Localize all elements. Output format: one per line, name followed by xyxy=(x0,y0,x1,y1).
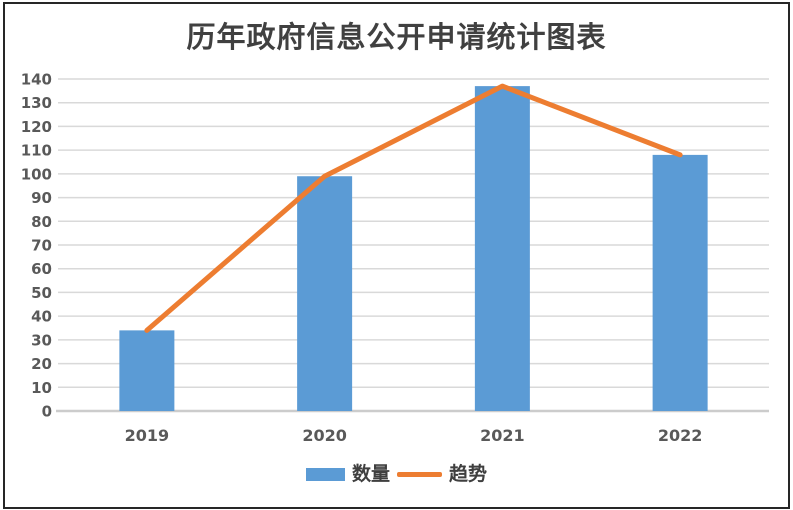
x-tick-label-2020: 2020 xyxy=(302,426,347,445)
y-tick-label-100: 100 xyxy=(21,165,52,183)
x-tick-label-2022: 2022 xyxy=(658,426,703,445)
y-tick-label-130: 130 xyxy=(21,94,52,112)
legend-item-line-series: 趋势 xyxy=(397,464,487,484)
y-tick-label-10: 10 xyxy=(31,379,52,397)
x-tick-label-2021: 2021 xyxy=(480,426,525,445)
chart-legend: 数量 趋势 xyxy=(0,464,793,484)
y-tick-label-20: 20 xyxy=(31,355,52,373)
legend-item-bar-series: 数量 xyxy=(305,464,390,485)
trend-line xyxy=(144,83,683,333)
y-tick-label-60: 60 xyxy=(31,260,52,278)
y-tick-label-110: 110 xyxy=(21,142,52,160)
legend-label-line: 趋势 xyxy=(449,464,488,485)
y-tick-label-120: 120 xyxy=(21,118,52,136)
bar-series-swatch-icon xyxy=(305,467,345,481)
y-tick-label-50: 50 xyxy=(31,284,52,302)
x-tick-label-2019: 2019 xyxy=(125,426,170,445)
legend-label-bar: 数量 xyxy=(351,464,390,485)
y-tick-label-140: 140 xyxy=(21,71,52,89)
bar-2022 xyxy=(652,154,708,411)
y-tick-label-0: 0 xyxy=(42,403,52,421)
bar-2020 xyxy=(297,176,353,411)
chart-title: 历年政府信息公开申请统计图表 xyxy=(186,22,607,54)
y-tick-label-70: 70 xyxy=(31,237,52,255)
bar-2019 xyxy=(119,330,175,411)
y-tick-label-80: 80 xyxy=(31,213,52,231)
y-tick-label-30: 30 xyxy=(31,331,52,349)
y-tick-label-90: 90 xyxy=(31,189,52,207)
y-tick-label-40: 40 xyxy=(31,308,52,326)
bar-2021 xyxy=(474,86,530,411)
line-series-swatch-icon xyxy=(397,471,442,477)
